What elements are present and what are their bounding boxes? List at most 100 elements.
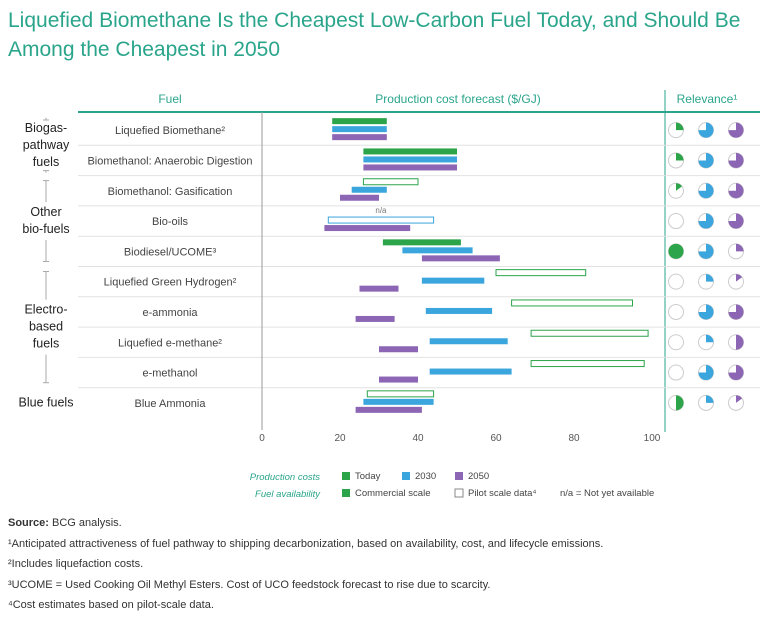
legend-swatch-commercial xyxy=(342,489,350,497)
bar-y2050-row-8 xyxy=(379,376,418,383)
legend-commercial: Commercial scale xyxy=(355,488,431,499)
na-note: n/a xyxy=(375,206,387,215)
x-tick-label: 40 xyxy=(412,433,424,444)
bar-y2050-row-4 xyxy=(421,255,500,262)
relevance-pie-1-row-4 xyxy=(698,243,714,259)
relevance-pie-0-row-9 xyxy=(676,395,684,411)
legend-today: Today xyxy=(355,471,381,482)
fuel-label: e-ammonia xyxy=(142,307,198,319)
legend-na: n/a = Not yet available xyxy=(560,488,654,499)
footnote-2: ²Includes liquefaction costs. xyxy=(8,558,144,570)
x-tick-label: 60 xyxy=(490,433,502,444)
relevance-pie-1-row-6 xyxy=(698,304,714,320)
fuel-label: Liquefied Green Hydrogen² xyxy=(104,277,237,289)
fuel-label: Liquefied e-methane² xyxy=(118,337,222,349)
relevance-pie-outline xyxy=(668,334,684,351)
bar-today-row-6 xyxy=(511,299,634,307)
bar-y2030-row-5 xyxy=(421,277,485,284)
relevance-pie-2-row-8 xyxy=(728,365,744,381)
relevance-pie-1-row-9 xyxy=(706,395,714,403)
bar-y2030-row-4 xyxy=(402,247,473,254)
footnote-4: ⁴Cost estimates based on pilot-scale dat… xyxy=(8,599,214,611)
fuel-label: e-methanol xyxy=(142,368,197,380)
relevance-pie-outline xyxy=(668,273,684,290)
relevance-pie-0-row-4 xyxy=(668,243,684,259)
legend-swatch-pilot xyxy=(454,488,464,498)
group-label-1: bio-fuels xyxy=(22,222,69,236)
bar-y2030-row-1 xyxy=(363,156,457,163)
relevance-pie-outline xyxy=(668,364,684,381)
relevance-pie-2-row-9 xyxy=(736,395,743,403)
fuel-label: Blue Ammonia xyxy=(135,398,207,410)
bar-y2030-row-7 xyxy=(429,338,508,345)
relevance-pie-outline xyxy=(668,213,684,230)
bar-today-row-0 xyxy=(332,118,387,125)
fuel-label: Bio-oils xyxy=(152,216,189,228)
x-tick-label: 20 xyxy=(334,433,346,444)
bar-y2030-row-9 xyxy=(363,398,434,405)
header-cost: Production cost forecast ($/GJ) xyxy=(375,92,540,106)
relevance-pie-1-row-8 xyxy=(698,365,714,381)
bar-y2030-row-6 xyxy=(425,307,493,314)
bar-y2050-row-1 xyxy=(363,164,457,171)
bar-y2030-row-0 xyxy=(332,126,387,133)
x-tick-label: 0 xyxy=(259,433,265,444)
fuel-label: Biomethanol: Anaerobic Digestion xyxy=(87,155,252,167)
source-label: Source: xyxy=(8,517,49,529)
bar-y2050-row-3 xyxy=(324,225,411,232)
x-tick-label: 100 xyxy=(644,433,661,444)
relevance-pie-2-row-5 xyxy=(736,274,743,282)
bar-y2050-row-0 xyxy=(332,134,387,141)
bar-today-row-5 xyxy=(495,269,587,277)
legend-swatch-2050 xyxy=(455,472,463,480)
x-tick-label: 80 xyxy=(568,433,580,444)
bar-y2030-row-8 xyxy=(429,368,512,375)
group-label-0: Biogas- xyxy=(25,121,67,135)
relevance-pie-0-row-1 xyxy=(676,152,684,161)
legend-swatch-today xyxy=(342,472,350,480)
group-label-2: based xyxy=(29,320,63,334)
legend-fuel-availability-label: Fuel availability xyxy=(255,489,321,500)
relevance-pie-1-row-2 xyxy=(698,183,714,199)
group-label-2: Electro- xyxy=(24,303,67,317)
bar-y2050-row-2 xyxy=(340,194,379,201)
relevance-pie-2-row-7 xyxy=(736,334,744,350)
bar-y2030-row-2 xyxy=(351,186,387,193)
footnote-3: ³UCOME = Used Cooking Oil Methyl Esters.… xyxy=(8,578,491,591)
relevance-pie-1-row-5 xyxy=(706,274,714,282)
relevance-pie-1-row-3 xyxy=(698,213,714,229)
relevance-pie-outline xyxy=(668,303,684,320)
bar-today-row-1 xyxy=(363,148,457,155)
bar-today-row-8 xyxy=(530,360,645,368)
relevance-pie-2-row-6 xyxy=(728,304,744,320)
fuel-label: Biomethanol: Gasification xyxy=(108,186,233,198)
relevance-pie-2-row-2 xyxy=(728,183,744,199)
legend-production-costs-label: Production costs xyxy=(250,472,320,483)
footnote-1: ¹Anticipated attractiveness of fuel path… xyxy=(8,537,604,550)
source-note: Source: BCG analysis. xyxy=(8,515,758,536)
group-label-1: Other xyxy=(30,205,61,219)
group-label-0: fuels xyxy=(33,155,59,169)
bar-y2050-row-9 xyxy=(355,406,422,413)
fuel-label: Liquefied Biomethane² xyxy=(115,125,225,137)
bar-y2050-row-7 xyxy=(379,346,418,353)
bar-y2030-row-3 xyxy=(327,216,435,224)
notes-section: Source: BCG analysis. ¹Anticipated attra… xyxy=(8,515,758,618)
header-fuel: Fuel xyxy=(158,92,181,106)
bar-y2050-row-6 xyxy=(355,315,395,322)
relevance-pie-1-row-1 xyxy=(698,152,714,168)
group-label-2: fuels xyxy=(33,337,59,351)
legend-swatch-2030 xyxy=(402,472,410,480)
chart-title: Liquefied Biomethane Is the Cheapest Low… xyxy=(8,9,741,61)
relevance-pie-2-row-4 xyxy=(736,243,744,252)
group-label-3: Blue fuels xyxy=(19,395,74,409)
relevance-pie-2-row-0 xyxy=(728,122,744,138)
relevance-pie-1-row-7 xyxy=(706,334,714,343)
chart-area: Fuel Production cost forecast ($/GJ) Relev… xyxy=(19,90,760,500)
header-relevance: Relevance¹ xyxy=(677,92,738,106)
bar-today-row-7 xyxy=(530,329,649,337)
relevance-pie-2-row-1 xyxy=(728,152,744,168)
relevance-pie-1-row-0 xyxy=(698,122,714,138)
bar-today-row-2 xyxy=(362,178,419,186)
legend-pilot: Pilot scale data⁴ xyxy=(468,488,537,499)
